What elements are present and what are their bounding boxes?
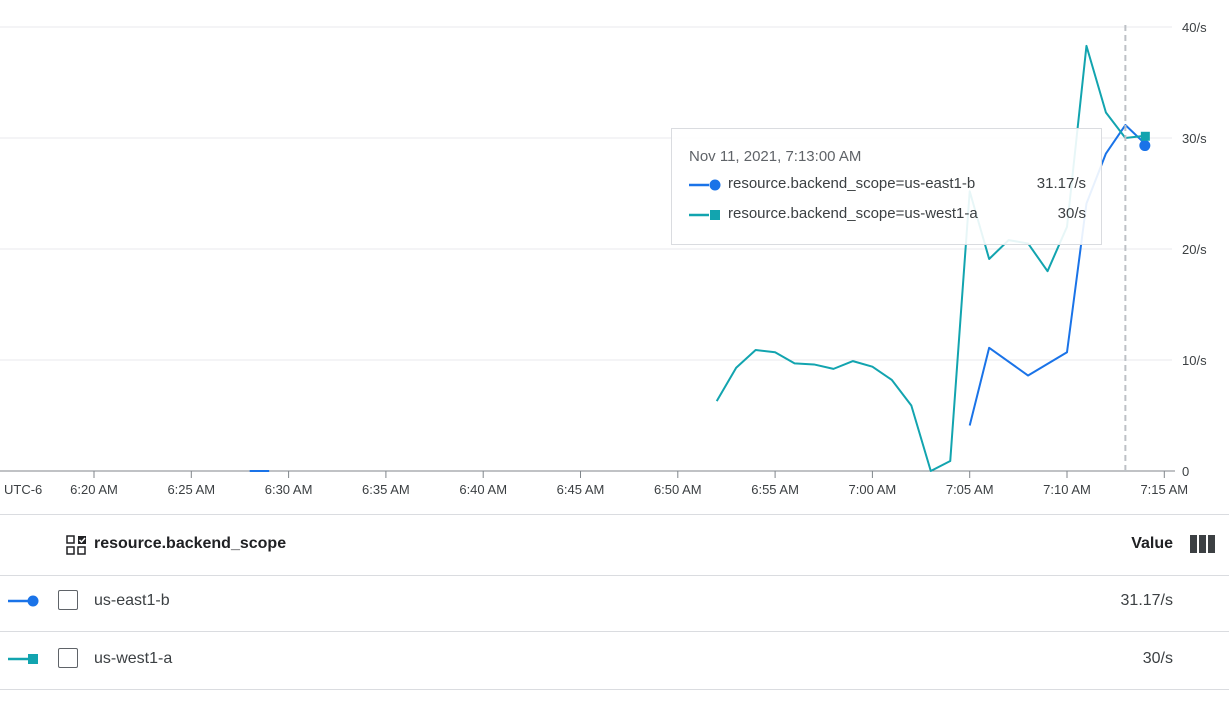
square-marker-icon: [8, 654, 38, 664]
row-checkbox[interactable]: [58, 648, 78, 668]
x-tick-label: 6:30 AM: [265, 482, 313, 497]
tooltip-value: 31.17/s: [1036, 175, 1086, 192]
tooltip-title: Nov 11, 2021, 7:13:00 AM: [689, 148, 862, 165]
columns-icon[interactable]: [1190, 535, 1215, 553]
x-tick-label: 7:00 AM: [849, 482, 897, 497]
column-header-scope[interactable]: resource.backend_scope: [94, 535, 287, 552]
series-point-marker: [1139, 140, 1151, 152]
row-name: us-west1-a: [94, 650, 173, 667]
column-header-value[interactable]: Value: [1131, 535, 1173, 552]
x-tick-label: 6:45 AM: [557, 482, 605, 497]
x-tick-label: 6:25 AM: [167, 482, 215, 497]
table-row[interactable]: us-west1-a 30/s: [0, 632, 1229, 690]
circle-marker-icon: [8, 595, 39, 607]
row-value: 31.17/s: [1120, 592, 1173, 609]
tooltip-row-west: resource.backend_scope=us-west1-a 30/s: [689, 205, 1086, 225]
x-tick-label: 7:05 AM: [946, 482, 994, 497]
y-tick-label: 0: [1182, 464, 1189, 479]
column-select-icon[interactable]: [66, 535, 88, 557]
x-tick-label: 6:50 AM: [654, 482, 702, 497]
x-tick-label: 6:35 AM: [362, 482, 410, 497]
row-checkbox[interactable]: [58, 590, 78, 610]
timezone-label: UTC-6: [4, 482, 42, 497]
y-tick-label: 20/s: [1182, 242, 1207, 257]
circle-marker-icon: [689, 179, 721, 191]
y-tick-label: 30/s: [1182, 131, 1207, 146]
series-line: [968, 124, 1146, 426]
x-tick-label: 6:40 AM: [459, 482, 507, 497]
tooltip-label: resource.backend_scope=us-east1-b: [728, 175, 976, 192]
table-row[interactable]: us-east1-b 31.17/s: [0, 574, 1229, 632]
y-tick-label: 10/s: [1182, 353, 1207, 368]
time-series-chart: 0 10/s 20/s 30/s 40/s UTC-6 6:20 AM 6:25 AM 6:30…: [0, 20, 1207, 497]
x-tick-label: 7:10 AM: [1043, 482, 1091, 497]
series-point-marker: [1140, 131, 1150, 141]
row-name: us-east1-b: [94, 592, 170, 609]
x-tick-label: 6:20 AM: [70, 482, 118, 497]
x-tick-label: 6:55 AM: [751, 482, 799, 497]
x-tick-label: 7:15 AM: [1140, 482, 1188, 497]
series-line: [715, 44, 1145, 472]
tooltip-label: resource.backend_scope=us-west1-a: [728, 205, 978, 222]
square-marker-icon: [689, 210, 720, 220]
row-value: 30/s: [1142, 650, 1173, 667]
chart-tooltip: Nov 11, 2021, 7:13:00 AM resource.backen…: [671, 128, 1102, 245]
y-tick-label: 40/s: [1182, 20, 1207, 35]
table-header: resource.backend_scope Value: [0, 514, 1229, 576]
tooltip-row-east: resource.backend_scope=us-east1-b 31.17/…: [689, 175, 1086, 195]
tooltip-value: 30/s: [1057, 205, 1086, 222]
